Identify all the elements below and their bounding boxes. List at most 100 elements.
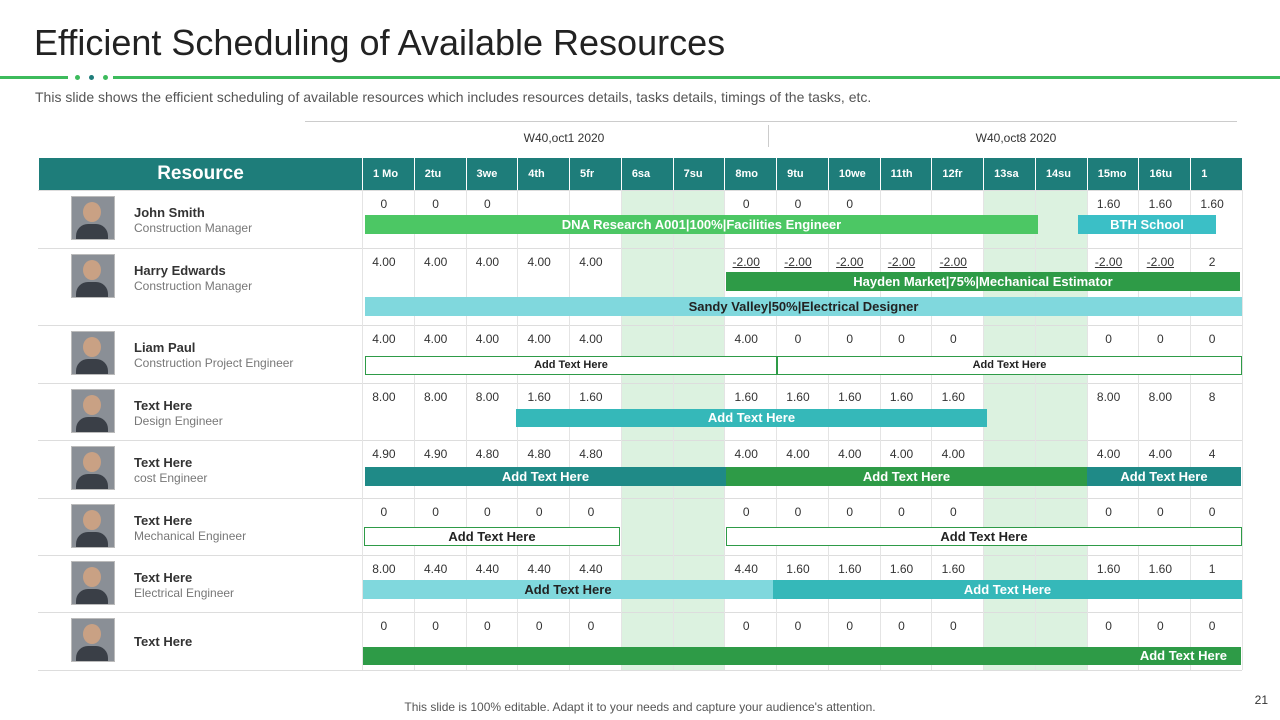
hours-value: 4.00 bbox=[786, 447, 810, 461]
hours-value: 4.80 bbox=[579, 447, 603, 461]
col-line bbox=[569, 190, 571, 670]
col-line bbox=[827, 190, 829, 670]
hours-value: 0 bbox=[484, 619, 491, 633]
hours-value: 0 bbox=[535, 619, 543, 633]
task-bar: DNA Research A001|100%|Facilities Engine… bbox=[365, 215, 1038, 234]
hours-value: 4.00 bbox=[423, 332, 448, 346]
day-header: 10we bbox=[827, 158, 880, 190]
hours-value: 0 bbox=[742, 505, 750, 519]
hours-value: 0 bbox=[846, 619, 854, 633]
col-line bbox=[983, 190, 985, 670]
col-line bbox=[1190, 190, 1192, 670]
hours-value: -2.00 bbox=[939, 255, 967, 269]
hours-value: 0 bbox=[380, 197, 388, 211]
resource-name: Text Here bbox=[134, 634, 193, 649]
col-line bbox=[724, 190, 726, 670]
hours-value: 0 bbox=[742, 619, 750, 633]
hours-value: 0 bbox=[380, 505, 388, 519]
hours-value: 0 bbox=[898, 332, 905, 346]
col-line bbox=[776, 190, 778, 670]
avatar-head bbox=[83, 260, 101, 280]
hours-value: 4.00 bbox=[941, 447, 965, 461]
week-label: W40,oct1 2020 bbox=[523, 131, 605, 145]
resource-role: Mechanical Engineer bbox=[134, 529, 247, 543]
hours-value: 4.80 bbox=[527, 447, 551, 461]
resource-role: Electrical Engineer bbox=[134, 586, 235, 600]
task-bar: Add Text Here bbox=[363, 580, 773, 599]
week-divider bbox=[768, 125, 769, 147]
hours-value: 1.60 bbox=[838, 390, 862, 404]
resource-role: cost Engineer bbox=[134, 471, 208, 485]
task-bar: Add Text Here bbox=[773, 580, 1242, 599]
hours-value: 8 bbox=[1208, 390, 1216, 404]
hours-value: 1.60 bbox=[941, 390, 965, 404]
hours-value: 0 bbox=[898, 619, 905, 633]
row-line bbox=[38, 383, 1242, 384]
avatar-body bbox=[76, 474, 108, 489]
task-bar: Add Text Here bbox=[363, 647, 1241, 665]
hours-value: 1.60 bbox=[1148, 562, 1173, 576]
hours-value: 4.90 bbox=[372, 447, 396, 461]
day-header: 8mo bbox=[724, 158, 777, 190]
hours-value: 1 bbox=[1208, 562, 1216, 576]
day-header: 14su bbox=[1034, 158, 1087, 190]
col-line bbox=[465, 190, 467, 670]
hours-value: 4.00 bbox=[579, 255, 603, 269]
week-rule bbox=[305, 121, 1237, 122]
avatar-body bbox=[76, 532, 108, 547]
task-bar: Add Text Here bbox=[365, 467, 726, 486]
row-line bbox=[38, 498, 1242, 499]
col-line bbox=[879, 190, 881, 670]
hours-value: -2.00 bbox=[784, 255, 812, 269]
hours-value: 1.60 bbox=[786, 390, 810, 404]
avatar-head bbox=[83, 510, 101, 530]
hours-value: 0 bbox=[1208, 332, 1216, 346]
avatar-head bbox=[83, 624, 101, 644]
hours-value: 1.60 bbox=[1096, 562, 1121, 576]
hours-value: 0 bbox=[1105, 619, 1112, 633]
hours-value: 0 bbox=[1157, 619, 1164, 633]
hours-value: 8.00 bbox=[372, 562, 396, 576]
hours-value: 0 bbox=[1105, 332, 1112, 346]
avatar-head bbox=[83, 395, 101, 415]
hours-value: 2 bbox=[1208, 255, 1216, 269]
hours-value: 0 bbox=[1208, 505, 1216, 519]
col-line bbox=[672, 190, 674, 670]
hours-value: 4.00 bbox=[475, 255, 500, 269]
hours-value: 0 bbox=[949, 332, 957, 346]
task-bar: Add Text Here bbox=[365, 356, 777, 375]
avatar-head bbox=[83, 567, 101, 587]
day-header: 3we bbox=[465, 158, 518, 190]
hours-value: 4.00 bbox=[423, 255, 448, 269]
col-line bbox=[931, 190, 933, 670]
day-header: 4th bbox=[517, 158, 570, 190]
hours-value: 0 bbox=[432, 505, 439, 519]
hours-value: 1.60 bbox=[889, 562, 914, 576]
col-line bbox=[362, 190, 363, 670]
hours-value: 8.00 bbox=[475, 390, 500, 404]
row-line bbox=[38, 555, 1242, 556]
hours-value: 8.00 bbox=[1096, 390, 1121, 404]
row-line bbox=[38, 190, 1242, 191]
day-header: 11th bbox=[879, 158, 932, 190]
hours-value: 8.00 bbox=[423, 390, 448, 404]
task-bar: Add Text Here bbox=[726, 467, 1087, 486]
hours-value: 0 bbox=[846, 197, 854, 211]
hours-value: 0 bbox=[484, 197, 491, 211]
avatar-head bbox=[83, 452, 101, 472]
avatar-body bbox=[76, 359, 108, 374]
resource-name: Harry Edwards bbox=[134, 263, 226, 278]
hours-value: 4.80 bbox=[475, 447, 500, 461]
resource-name: Text Here bbox=[134, 455, 193, 470]
hours-value: 4.00 bbox=[734, 447, 758, 461]
hours-value: 4.00 bbox=[527, 255, 551, 269]
hours-value: 0 bbox=[794, 619, 802, 633]
hours-value: 0 bbox=[484, 505, 491, 519]
day-header: 16tu bbox=[1138, 158, 1191, 190]
avatar-body bbox=[76, 417, 108, 432]
hours-value: 1.60 bbox=[734, 390, 758, 404]
resource-name: Text Here bbox=[134, 398, 193, 413]
hours-value: 4.40 bbox=[423, 562, 448, 576]
hours-value: 4.00 bbox=[372, 255, 396, 269]
hours-value: -2.00 bbox=[836, 255, 864, 269]
